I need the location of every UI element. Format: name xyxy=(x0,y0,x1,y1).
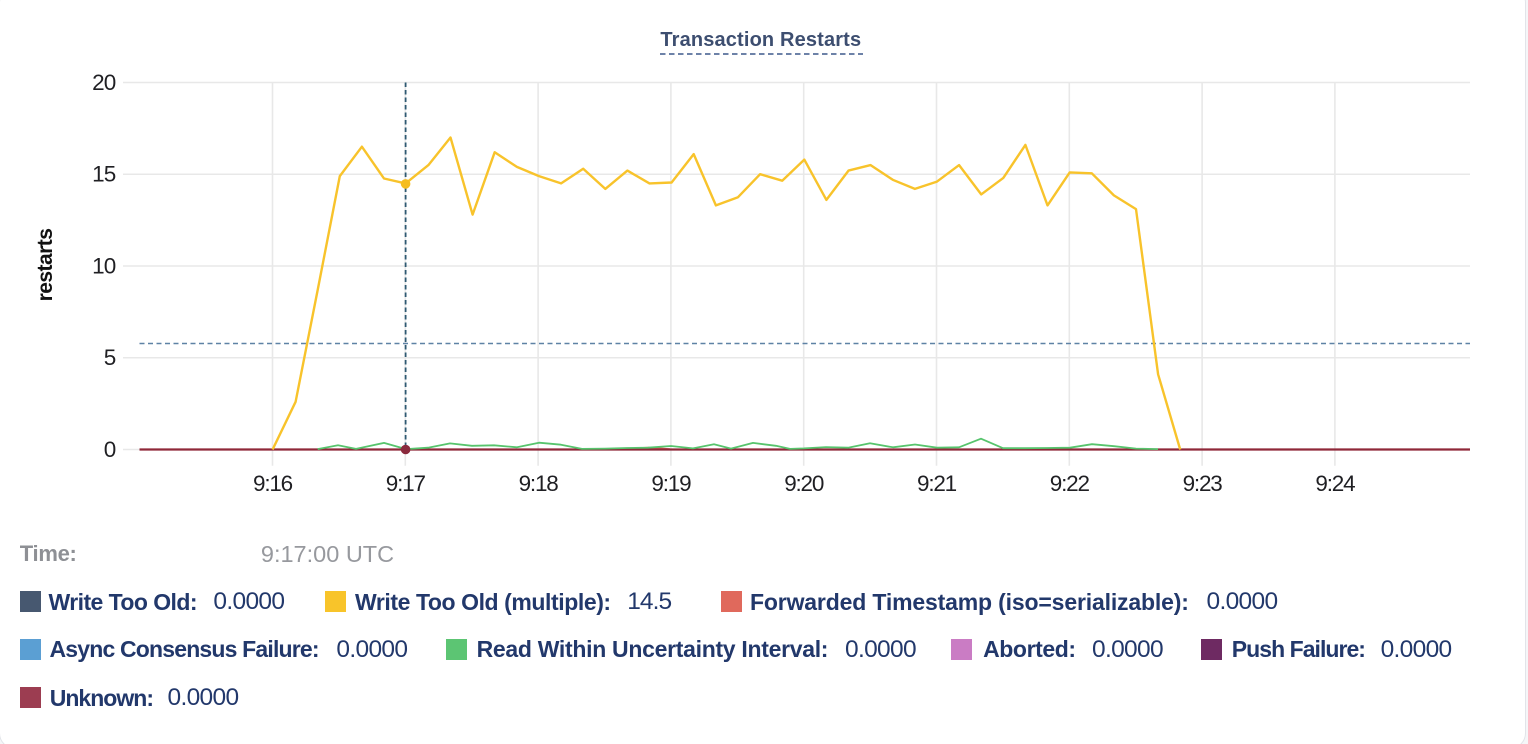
svg-text:9:17: 9:17 xyxy=(386,471,426,496)
svg-text:0: 0 xyxy=(104,437,116,462)
svg-text:9:21: 9:21 xyxy=(917,471,957,496)
svg-text:9:16: 9:16 xyxy=(253,471,293,496)
svg-text:9:23: 9:23 xyxy=(1183,471,1223,496)
svg-text:9:19: 9:19 xyxy=(651,471,691,496)
svg-text:9:18: 9:18 xyxy=(519,471,559,496)
svg-text:20: 20 xyxy=(92,70,116,95)
svg-text:restarts: restarts xyxy=(34,229,57,302)
svg-text:9:22: 9:22 xyxy=(1050,471,1090,496)
svg-text:9:24: 9:24 xyxy=(1315,471,1355,496)
svg-text:15: 15 xyxy=(92,162,116,187)
svg-text:5: 5 xyxy=(104,345,116,370)
svg-text:9:20: 9:20 xyxy=(784,471,824,496)
svg-text:10: 10 xyxy=(92,253,116,278)
